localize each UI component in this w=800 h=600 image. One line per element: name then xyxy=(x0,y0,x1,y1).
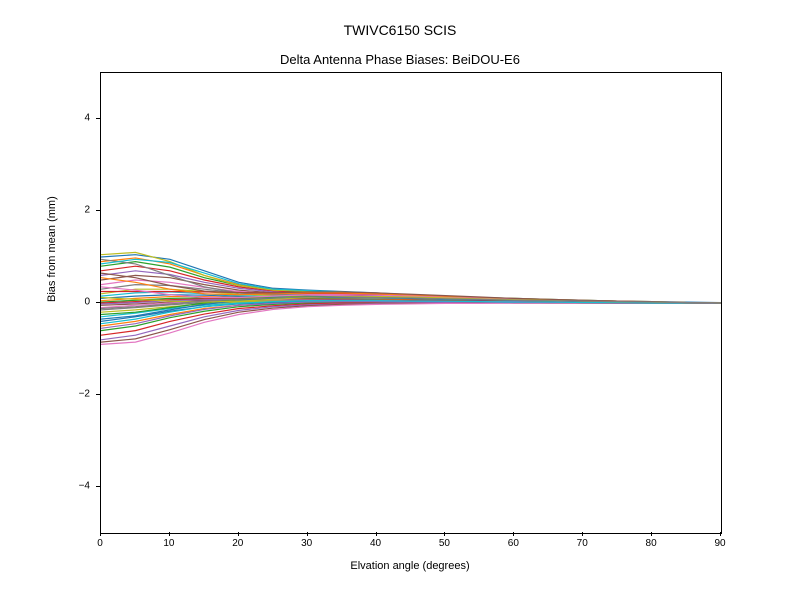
y-tick-label: −4 xyxy=(79,481,90,492)
figure-suptitle: TWIVC6150 SCIS xyxy=(0,22,800,38)
y-tick-label: 0 xyxy=(84,297,90,308)
x-tick-label: 70 xyxy=(577,538,588,549)
y-tick-mark xyxy=(96,394,100,395)
x-tick-label: 50 xyxy=(439,538,450,549)
y-axis-label: Bias from mean (mm) xyxy=(46,196,58,302)
x-tick-label: 20 xyxy=(232,538,243,549)
y-tick-label: 2 xyxy=(84,205,90,216)
x-tick-label: 60 xyxy=(508,538,519,549)
x-tick-mark xyxy=(238,532,239,536)
series-line xyxy=(101,303,721,344)
y-tick-label: 4 xyxy=(84,113,90,124)
y-tick-mark xyxy=(96,486,100,487)
x-tick-mark xyxy=(376,532,377,536)
plot-area xyxy=(100,72,722,534)
x-tick-mark xyxy=(651,532,652,536)
line-series-svg xyxy=(101,73,721,533)
x-tick-label: 30 xyxy=(301,538,312,549)
x-tick-mark xyxy=(307,532,308,536)
x-tick-mark xyxy=(513,532,514,536)
x-tick-label: 10 xyxy=(163,538,174,549)
x-tick-mark xyxy=(720,532,721,536)
x-tick-label: 40 xyxy=(370,538,381,549)
x-tick-mark xyxy=(100,532,101,536)
y-tick-mark xyxy=(96,302,100,303)
series-line xyxy=(101,303,721,336)
x-tick-mark xyxy=(169,532,170,536)
x-tick-mark xyxy=(582,532,583,536)
x-tick-mark xyxy=(444,532,445,536)
x-axis-label: Elvation angle (degrees) xyxy=(350,560,469,572)
y-tick-mark xyxy=(96,118,100,119)
figure: TWIVC6150 SCIS Delta Antenna Phase Biase… xyxy=(0,0,800,600)
x-tick-label: 90 xyxy=(714,538,725,549)
chart-title: Delta Antenna Phase Biases: BeiDOU-E6 xyxy=(0,52,800,67)
y-tick-mark xyxy=(96,210,100,211)
x-tick-label: 0 xyxy=(97,538,103,549)
x-tick-label: 80 xyxy=(646,538,657,549)
y-tick-label: −2 xyxy=(79,389,90,400)
